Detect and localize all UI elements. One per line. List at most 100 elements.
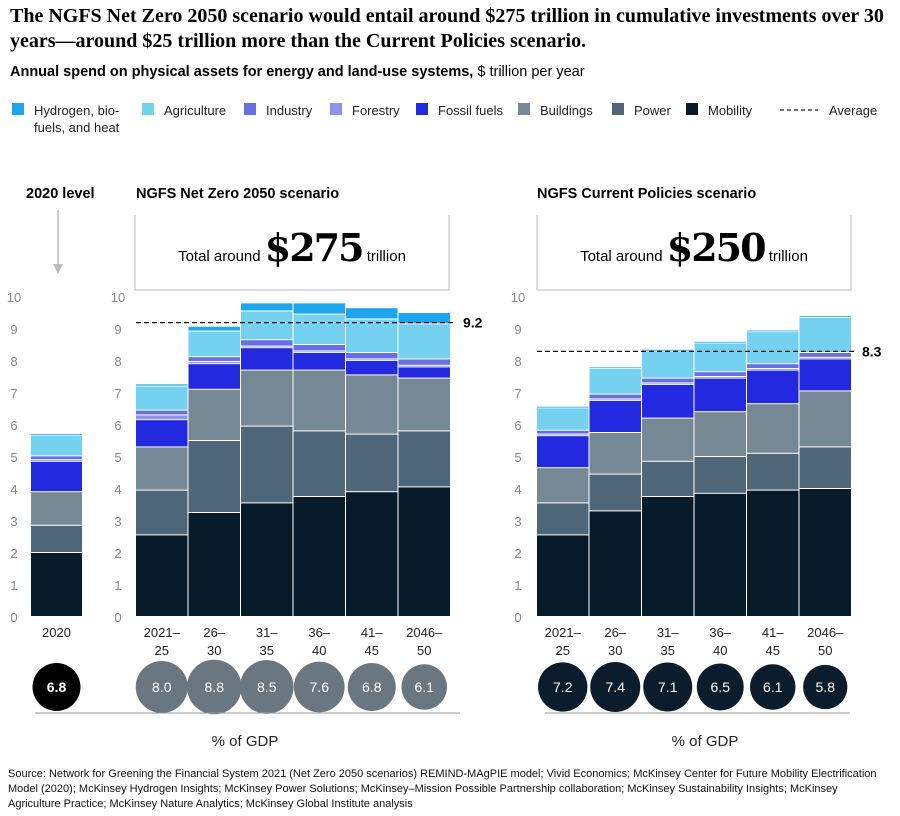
bar-segment-mobility <box>747 490 799 616</box>
y-tick-label: 10 <box>511 290 525 305</box>
bar-segment-industry <box>642 378 694 383</box>
gdp-circle <box>538 662 588 712</box>
bar-segment-hydrogen-bio-fuels-and-heat <box>31 433 82 435</box>
x-tick-label: 50 <box>818 643 832 658</box>
average-label: 8.3 <box>862 343 882 359</box>
total-box <box>536 215 852 291</box>
gdp-value: 8.5 <box>257 679 277 695</box>
legend-label: Hydrogen, bio- <box>34 103 119 118</box>
bar-segment-fossil-fuels <box>293 353 345 370</box>
source-note: Source: Network for Greening the Financi… <box>8 768 877 810</box>
bar-segment-fossil-fuels <box>398 367 450 378</box>
bar-segment-forestry <box>188 361 240 364</box>
legend-label: Power <box>634 103 672 118</box>
bar-segment-agriculture <box>188 331 240 357</box>
legend-label-average: Average <box>829 103 877 118</box>
y-tick-label: 6 <box>10 418 17 433</box>
gdp-circle <box>750 664 796 710</box>
gdp-circle <box>32 663 81 711</box>
legend-label: Forestry <box>352 103 400 118</box>
bar-segment-agriculture <box>31 435 82 456</box>
gdp-value: 6.1 <box>415 679 435 695</box>
bar-segment-mobility <box>293 497 345 616</box>
bar-segment-industry <box>398 359 450 365</box>
chart-title: The NGFS Net Zero 2050 scenario would en… <box>10 5 884 52</box>
legend-swatch-1 <box>142 103 154 115</box>
average-label: 9.2 <box>463 315 483 331</box>
gdp-circle <box>239 660 294 714</box>
legend-label: Industry <box>266 103 313 118</box>
bar-segment-hydrogen-bio-fuels-and-heat <box>293 303 345 314</box>
bar-segment-fossil-fuels <box>136 420 188 447</box>
bar-segment-forestry <box>694 377 746 378</box>
arrow-down-icon <box>53 264 63 274</box>
bar-segment-buildings <box>537 468 589 503</box>
bar-segment-agriculture <box>589 369 641 394</box>
gdp-circle <box>135 660 188 714</box>
gdp-circle <box>186 659 242 715</box>
bar-segment-agriculture <box>398 324 450 359</box>
bar-segment-fossil-fuels <box>799 359 851 391</box>
gdp-value: 7.4 <box>606 679 626 695</box>
legend-swatch-3 <box>330 103 342 115</box>
legend-swatch-7 <box>686 103 698 115</box>
y-tick-label: 5 <box>514 450 521 465</box>
total-value: $275 <box>265 225 363 270</box>
bar-segment-hydrogen-bio-fuels-and-heat <box>589 367 641 369</box>
gdp-circle <box>401 664 447 710</box>
bar-segment-forestry <box>642 383 694 385</box>
gdp-value: 8.0 <box>152 679 172 695</box>
bar-segment-buildings <box>799 391 851 447</box>
bar-segment-hydrogen-bio-fuels-and-heat <box>241 303 293 311</box>
gdp-value: 6.1 <box>763 679 783 695</box>
bar-segment-forestry <box>346 359 398 361</box>
legend-label-line2: fuels, and heat <box>34 120 120 135</box>
bar-segment-agriculture <box>642 351 694 378</box>
bar-segment-buildings <box>188 389 240 440</box>
total-value: $250 <box>667 225 765 270</box>
bar-segment-agriculture <box>241 311 293 340</box>
bar-segment-buildings <box>398 378 450 431</box>
bar-segment-power <box>241 426 293 503</box>
bar-segment-fossil-fuels <box>241 348 293 370</box>
x-tick-label: 2046– <box>807 625 844 640</box>
subtitle-bold: Annual spend on physical assets for ener… <box>10 64 474 80</box>
x-tick-label: 45 <box>766 643 780 658</box>
bar-segment-agriculture <box>537 408 589 430</box>
bar-segment-forestry <box>293 351 345 353</box>
y-tick-label: 5 <box>114 450 121 465</box>
bar-segment-hydrogen-bio-fuels-and-heat <box>747 330 799 332</box>
y-tick-label: 7 <box>10 386 17 401</box>
x-tick-label: 2020 <box>42 625 71 640</box>
y-tick-label: 3 <box>10 514 17 529</box>
y-tick-label: 5 <box>10 450 17 465</box>
bar-segment-agriculture <box>694 343 746 372</box>
y-tick-label: 10 <box>7 290 21 305</box>
bar-segment-power <box>398 431 450 487</box>
gdp-value: 8.8 <box>205 679 225 695</box>
y-tick-label: 8 <box>114 354 121 369</box>
legend-swatch-0 <box>12 103 24 115</box>
y-tick-label: 2 <box>514 546 521 561</box>
x-tick-label: 2046– <box>406 625 443 640</box>
bar-segment-industry <box>589 394 641 399</box>
gdp-value: 6.8 <box>362 679 382 695</box>
y-tick-label: 1 <box>514 578 521 593</box>
bar-segment-fossil-fuels <box>694 378 746 412</box>
total-box <box>134 215 450 291</box>
chart-subtitle: Annual spend on physical assets for ener… <box>10 64 585 80</box>
total-prefix: Total around <box>580 248 667 265</box>
bar-segment-forestry <box>398 365 450 367</box>
legend-swatch-4 <box>416 103 428 115</box>
gdp-circle <box>590 661 641 713</box>
bar-segment-hydrogen-bio-fuels-and-heat <box>799 316 851 317</box>
bar-segment-industry <box>694 372 746 376</box>
y-tick-label: 2 <box>114 546 121 561</box>
y-tick-label: 3 <box>114 514 121 529</box>
bar-segment-buildings <box>346 375 398 434</box>
bar-segment-power <box>537 503 589 535</box>
bar-segment-forestry <box>747 369 799 370</box>
total-suffix: trillion <box>363 248 406 265</box>
legend-label: Fossil fuels <box>438 103 504 118</box>
bar-segment-power <box>799 447 851 488</box>
